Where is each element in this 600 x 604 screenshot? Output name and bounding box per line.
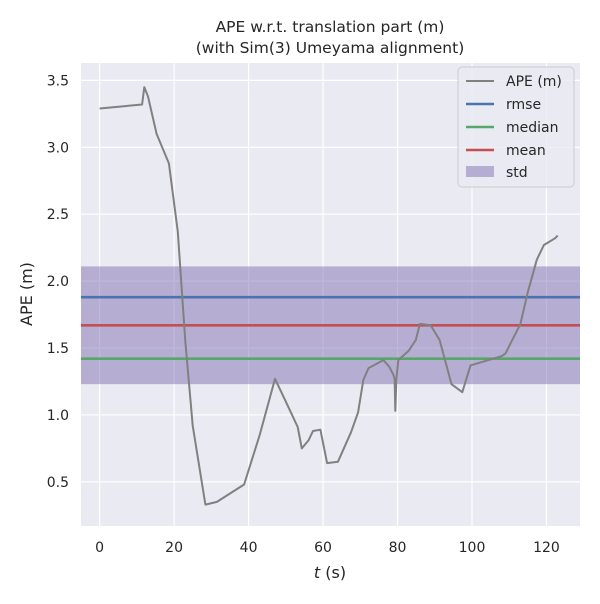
y-tick-label: 0.5 (47, 475, 69, 491)
legend-median-label: median (506, 120, 558, 136)
legend-std-label: std (506, 165, 528, 181)
chart-title: APE w.r.t. translation part (m) (216, 18, 445, 36)
y-axis-label: APE (m) (17, 262, 36, 326)
ape-series-line (99, 86, 559, 506)
x-tick-label: 100 (459, 540, 486, 556)
y-tick-label: 1.5 (47, 341, 69, 357)
x-axis-label-var: t (314, 563, 321, 582)
y-tick-labels: 0.5 1.0 1.5 2.0 2.5 3.0 3.5 (47, 73, 69, 490)
x-tick-label: 80 (389, 540, 407, 556)
legend-rmse-label: rmse (506, 97, 541, 113)
legend-ape-label: APE (m) (506, 74, 562, 90)
y-tick-label: 3.5 (47, 73, 69, 89)
y-tick-label: 1.0 (47, 408, 69, 424)
x-tick-label: 120 (533, 540, 560, 556)
y-tick-label: 3.0 (47, 140, 69, 156)
x-axis-label-unit: (s) (320, 563, 346, 582)
y-tick-label: 2.5 (47, 207, 69, 223)
legend: APE (m) rmse median mean std (457, 66, 575, 188)
x-tick-label: 40 (240, 540, 258, 556)
x-tick-label: 20 (165, 540, 183, 556)
x-tick-label: 60 (314, 540, 332, 556)
legend-box (457, 66, 575, 188)
x-axis-label: t (s) (314, 563, 346, 582)
legend-mean-label: mean (506, 143, 546, 159)
y-tick-label: 2.0 (47, 274, 69, 290)
x-tick-label: 0 (95, 540, 104, 556)
x-tick-labels: 0 20 40 60 80 100 120 (95, 540, 560, 556)
legend-std-swatch (466, 166, 494, 177)
chart-subtitle: (with Sim(3) Umeyama alignment) (196, 39, 465, 57)
